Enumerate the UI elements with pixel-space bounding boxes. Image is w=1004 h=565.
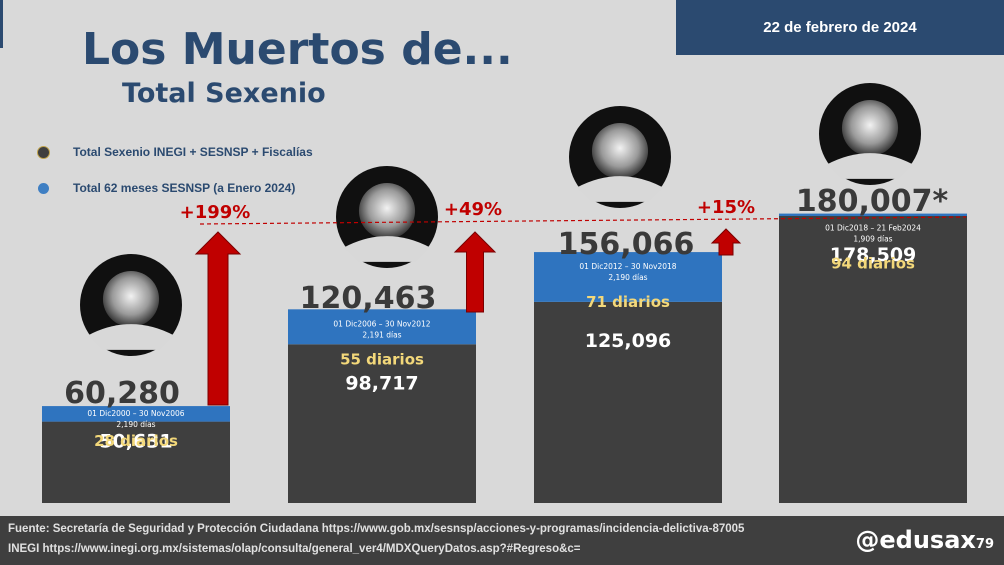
source-line-sesnsp: Fuente: Secretaría de Seguridad y Protec…: [8, 523, 745, 535]
bar-value-inegi-2: 98,717: [345, 372, 418, 394]
bar-daily-4: 94 diarios: [831, 255, 915, 273]
bar-days-3: 2,190 días: [608, 273, 647, 282]
date-banner: 22 de febrero de 2024: [676, 0, 1004, 55]
bar-sesnsp-4: [779, 213, 967, 216]
chart-area: 50,631 01 Dic2000 – 30 Nov2006 2,190 días 2…: [42, 83, 967, 503]
increase-label-3: +15%: [697, 197, 755, 218]
bar-days-2: 2,191 días: [362, 330, 401, 339]
bar-value-inegi-1: 50,631: [99, 431, 172, 453]
portrait-shoulders-3: [576, 176, 664, 202]
legend-item-inegi: Total Sexenio INEGI + SESNSP + Fiscalías: [38, 145, 313, 159]
bar-total-label-1: 60,280: [64, 376, 180, 411]
increase-arrow-3: [710, 228, 742, 256]
portrait-face-1: [102, 270, 160, 328]
date-label: 22 de febrero de 2024: [763, 19, 917, 36]
increase-label-1: +199%: [180, 202, 251, 223]
author-handle: @edusax79: [855, 526, 994, 554]
portrait-face-4: [841, 99, 899, 157]
increase-label-2: +49%: [444, 199, 502, 220]
bar-inegi-1: [42, 421, 230, 503]
author-handle-text: @edusax: [855, 526, 976, 554]
author-handle-suffix: 79: [975, 537, 994, 552]
increase-arrow-1: [194, 231, 242, 406]
bar-sesnsp-1: [42, 406, 230, 422]
portrait-shoulders-4: [826, 153, 914, 179]
legend-label-inegi: Total Sexenio INEGI + SESNSP + Fiscalías: [73, 145, 313, 159]
bar-value-inegi-3: 125,096: [585, 330, 672, 352]
bar-value-inegi-4: 178,509: [830, 244, 917, 266]
legend-item-sesnsp: Total 62 meses SESNSP (a Enero 2024): [38, 181, 295, 195]
source-line-inegi: INEGI https://www.inegi.org.mx/sistemas/…: [8, 543, 581, 555]
bar-daily-2: 55 diarios: [340, 350, 424, 368]
bar-period-1: 01 Dic2000 – 30 Nov2006: [87, 409, 184, 418]
legend-label-sesnsp: Total 62 meses SESNSP (a Enero 2024): [73, 181, 296, 195]
page-title: Los Muertos de...: [82, 24, 513, 75]
bar-daily-3: 71 diarios: [586, 293, 670, 311]
source-footer: Fuente: Secretaría de Seguridad y Protec…: [0, 516, 1004, 565]
bar-total-label-4: 180,007*: [796, 184, 949, 219]
portrait-shoulders-2: [343, 236, 431, 262]
reference-line: [199, 216, 967, 225]
bar-daily-1: 28 diarios: [94, 432, 178, 450]
bar-sesnsp-3: [534, 252, 722, 302]
bar-days-4: 1,909 días: [853, 235, 892, 244]
increase-arrow-2: [453, 231, 497, 313]
legend-swatch-sesnsp: [38, 182, 49, 194]
bar-period-3: 01 Dic2012 – 30 Nov2018: [579, 262, 676, 271]
portrait-face-3: [591, 122, 649, 180]
bar-total-label-2: 120,463: [300, 281, 437, 316]
portrait-face-2: [358, 182, 416, 240]
bar-inegi-3: [534, 301, 722, 503]
legend-swatch-inegi: [38, 146, 49, 158]
bar-sesnsp-2: [288, 309, 476, 345]
bar-period-4: 01 Dic2018 – 21 Feb2024: [825, 224, 921, 233]
bar-days-1: 2,190 días: [116, 420, 155, 429]
bar-inegi-4: [779, 216, 967, 503]
portrait-shoulders-1: [87, 324, 175, 350]
bar-period-2: 01 Dic2006 – 30 Nov2012: [333, 319, 430, 328]
left-accent-rule: [0, 0, 3, 48]
bar-inegi-2: [288, 344, 476, 503]
bar-total-label-3: 156,066: [558, 227, 695, 262]
page-subtitle: Total Sexenio: [122, 78, 326, 109]
